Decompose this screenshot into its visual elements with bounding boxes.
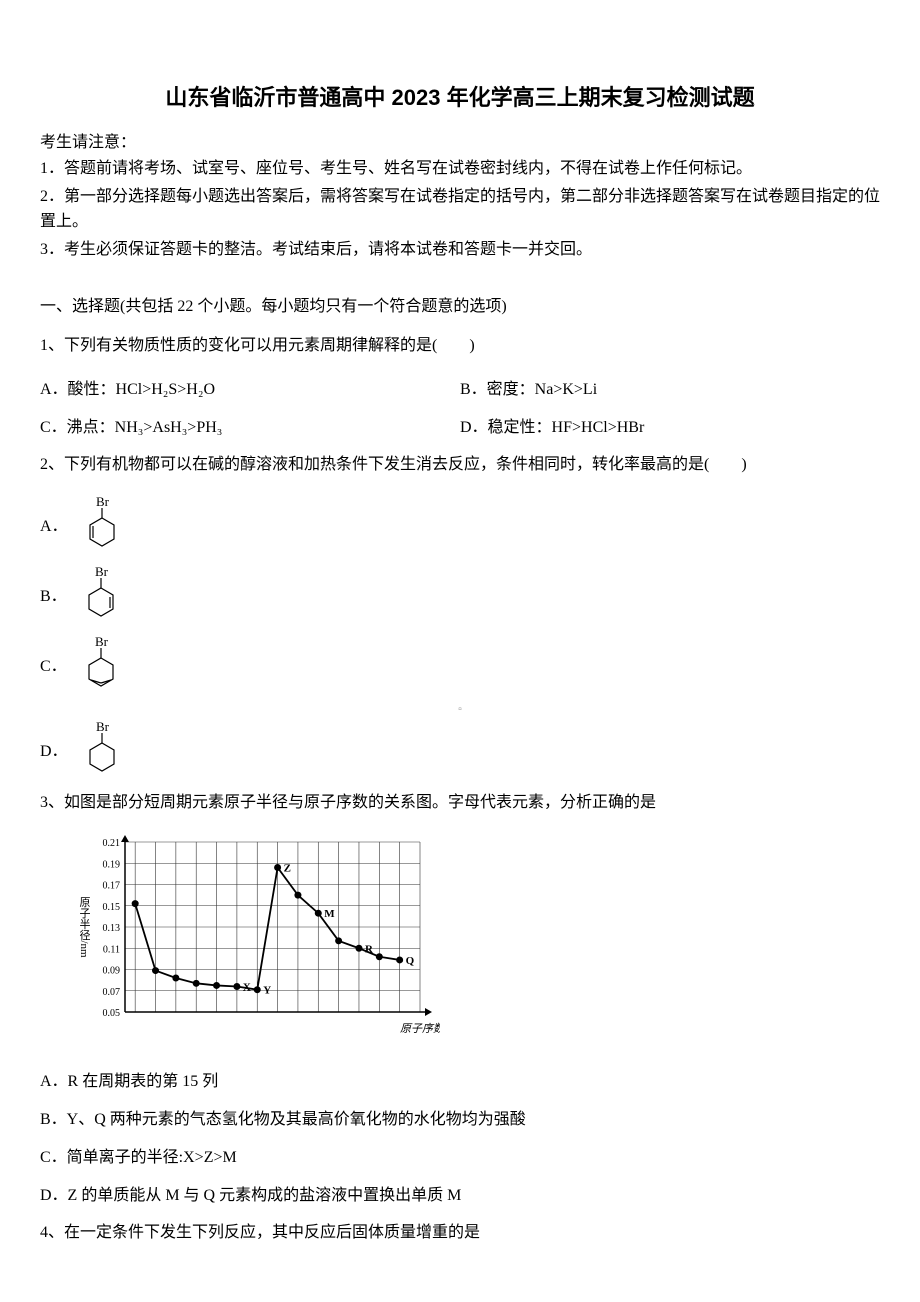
notice-item-1: 1．答题前请将考场、试室号、座位号、考生号、姓名写在试卷密封线内，不得在试卷上作… [40,156,880,182]
svg-text:0.13: 0.13 [103,923,121,934]
svg-text:0.19: 0.19 [103,859,121,870]
svg-text:Br: Br [96,494,110,509]
section-heading: 一、选择题(共包括 22 个小题。每小题均只有一个符合题意的选项) [40,292,880,316]
svg-text:Br: Br [96,719,110,734]
svg-text:0.17: 0.17 [103,880,121,891]
notice-heading: 考生请注意： [40,128,880,152]
svg-text:Y: Y [263,984,271,996]
svg-text:Br: Br [95,634,109,649]
q3-option-a: A．R 在周期表的第 15 列 [40,1067,880,1091]
q2-option-d-label: D． [40,737,68,761]
center-mark: ▫ [40,704,880,715]
svg-text:0.07: 0.07 [103,987,121,998]
q1-options-row-1: A．酸性：HCl>H₂S>H₂O B．密度：Na>K>Li [40,375,880,399]
q2-option-c-label: C． [40,652,67,676]
svg-text:0.05: 0.05 [103,1008,121,1019]
q1-option-b: B．密度：Na>K>Li [460,375,880,399]
svg-text:Z: Z [284,862,291,874]
q3-chart: 0.05 0.07 0.09 0.11 0.13 0.15 0.17 0.19 0.21 XY Z M… [70,832,880,1047]
atomic-radius-chart-icon: 0.05 0.07 0.09 0.11 0.13 0.15 0.17 0.19 0.21 XY Z M… [70,832,440,1042]
svg-text:0.11: 0.11 [103,944,120,955]
q1-option-a: A．酸性：HCl>H₂S>H₂O [40,375,460,399]
molecule-b-icon: Br [75,564,125,624]
q1-option-d: D．稳定性：HF>HCl>HBr [460,413,880,437]
q3-option-c: C．简单离子的半径:X>Z>M [40,1143,880,1167]
q3-option-b: B．Y、Q 两种元素的气态氢化物及其最高价氧化物的水化物均为强酸 [40,1105,880,1129]
q2-option-d-row: D． Br [40,719,880,779]
svg-text:0.15: 0.15 [103,902,121,913]
molecule-a-icon: Br [76,494,126,554]
notice-item-3: 3．考生必须保证答题卡的整洁。考试结束后，请将本试卷和答题卡一并交回。 [40,237,880,263]
q2-option-b-label: B． [40,582,67,606]
q1-stem: 1、下列有关物质性质的变化可以用元素周期律解释的是( ) [40,332,880,361]
notice-item-2: 2．第一部分选择题每小题选出答案后，需将答案写在试卷指定的括号内，第二部分非选择… [40,184,880,235]
page-title: 山东省临沂市普通高中 2023 年化学高三上期末复习检测试题 [40,80,880,112]
svg-text:0.21: 0.21 [103,838,121,849]
q2-option-a-row: A． Br [40,494,880,554]
q3-option-d: D．Z 的单质能从 M 与 Q 元素构成的盐溶液中置换出单质 M [40,1181,880,1205]
svg-text:Q: Q [406,955,415,967]
molecule-c-icon: Br [75,634,125,694]
q1-options-row-2: C．沸点：NH₃>AsH₃>PH₃ D．稳定性：HF>HCl>HBr [40,413,880,437]
q2-stem: 2、下列有机物都可以在碱的醇溶液和加热条件下发生消去反应，条件相同时，转化率最高… [40,451,880,480]
svg-text:原子序数: 原子序数 [400,1022,440,1035]
molecule-d-icon: Br [76,719,126,779]
svg-text:0.09: 0.09 [103,965,121,976]
svg-text:R: R [365,943,374,955]
q2-option-b-row: B． Br [40,564,880,624]
svg-text:X: X [243,981,251,993]
q2-option-c-row: C． Br [40,634,880,694]
svg-text:原子半径/nm: 原子半径/nm [78,896,91,958]
svg-text:Br: Br [95,564,109,579]
q1-option-c: C．沸点：NH₃>AsH₃>PH₃ [40,413,460,437]
q2-option-a-label: A． [40,512,68,536]
q3-stem: 3、如图是部分短周期元素原子半径与原子序数的关系图。字母代表元素，分析正确的是 [40,789,880,818]
q4-stem: 4、在一定条件下发生下列反应，其中反应后固体质量增重的是 [40,1219,880,1248]
svg-text:M: M [324,908,335,920]
